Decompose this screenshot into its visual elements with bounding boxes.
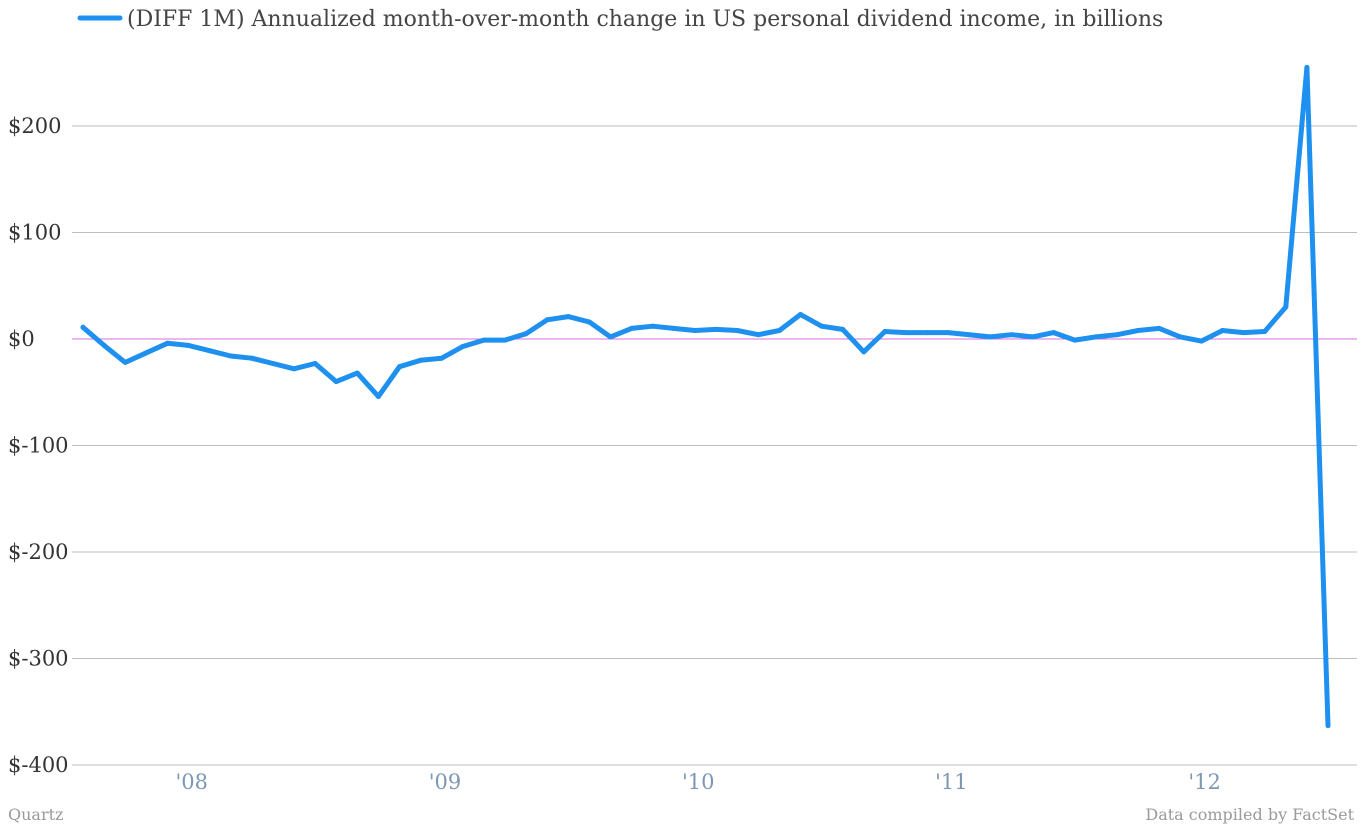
data-point [882,329,888,334]
data-point [164,340,170,346]
data-point [629,325,635,331]
data-point [755,332,761,338]
legend: (DIFF 1M) Annualized month-over-month ch… [77,7,1163,32]
data-point [1009,332,1014,338]
data-point [608,334,613,340]
y-axis-ticks: $200 $100 $0 $-100 $-200 $-300 $-400 [8,114,69,777]
data-point [249,355,255,361]
data-point [418,357,424,363]
x-tick-label: '10 [682,770,715,794]
data-point [1156,325,1162,331]
data-point [143,350,149,356]
data-point [987,334,993,340]
data-point [1051,330,1057,336]
x-tick-label: '11 [935,770,968,794]
data-point [1283,304,1289,310]
y-tick-label: $-300 [8,647,69,671]
data-point [734,328,740,333]
data-point [80,324,86,330]
data-point [207,348,213,354]
data-point [1241,330,1247,336]
data-point [903,330,909,336]
data-point [122,359,128,365]
x-tick-label: '08 [176,770,209,794]
data-point [1177,334,1183,340]
gridlines [72,125,1357,766]
data-point [397,364,402,370]
data-point [776,328,782,333]
data-point [650,323,656,329]
x-axis-ticks: '08 '09 '10 '11 '12 [176,770,1221,794]
data-point [460,344,466,349]
data-point [1030,334,1036,340]
x-tick-label: '09 [429,770,462,794]
data-point [375,394,381,399]
data-point [692,328,698,333]
data-point [1114,332,1120,338]
data-point [966,332,972,338]
y-tick-label: $200 [8,114,61,138]
data-point [481,337,487,343]
data-point [924,330,930,336]
data-point [270,361,276,366]
data-point [354,370,360,376]
data-point [439,355,445,361]
data-point [186,342,191,348]
data-point [671,325,677,331]
x-tick-label: '12 [1188,770,1221,794]
source-right: Data compiled by FactSet [1145,805,1354,824]
data-point [523,331,529,337]
y-tick-label: $-100 [8,434,69,458]
data-point [1220,328,1225,333]
data-point [586,319,592,325]
data-point [713,326,719,332]
series-line [80,64,1331,729]
data-point [1325,723,1331,729]
data-point [228,353,234,359]
data-point [1072,337,1078,343]
data-point [544,317,550,323]
data-point [1262,329,1268,334]
y-tick-label: $-400 [8,753,69,777]
y-tick-label: $0 [8,327,35,351]
data-point [291,366,297,372]
data-point [1198,338,1204,344]
data-point [312,361,318,366]
data-point [333,379,339,385]
y-tick-label: $-200 [8,540,69,564]
y-tick-label: $100 [8,221,61,245]
data-point [945,330,951,336]
data-point [798,312,803,317]
data-point [502,337,508,343]
data-point [1093,334,1099,340]
data-point [1135,328,1141,333]
legend-label: (DIFF 1M) Annualized month-over-month ch… [127,7,1163,32]
data-point [819,323,825,329]
data-point [1304,64,1310,70]
data-point [861,349,867,355]
data-point [101,342,107,348]
series-points [80,64,1331,729]
data-point [840,326,846,332]
data-point [565,314,571,320]
source-left: Quartz [8,805,63,824]
